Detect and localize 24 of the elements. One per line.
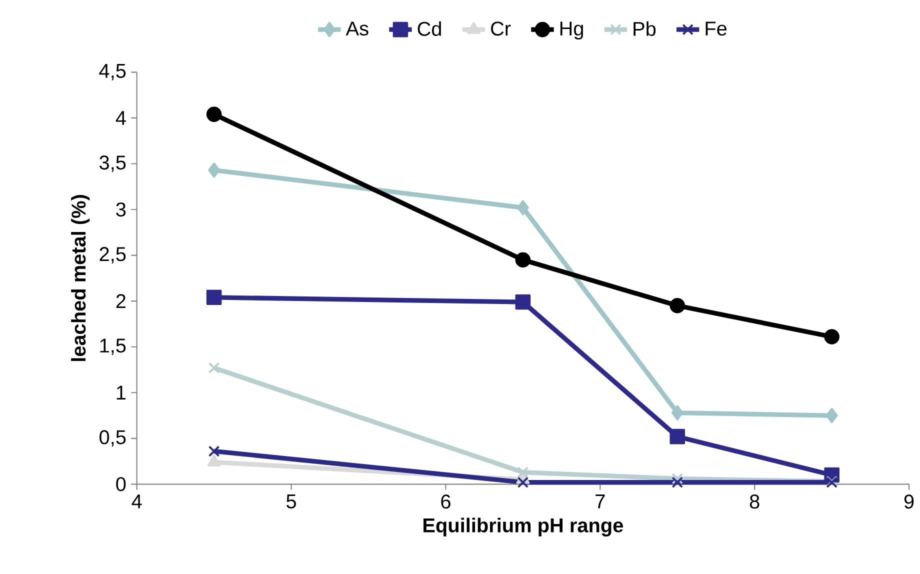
legend-label: Pb xyxy=(634,21,656,36)
legend-label: As xyxy=(346,22,368,36)
y-tick-label: 4 xyxy=(116,111,126,125)
y-tick-label: 0 xyxy=(116,477,126,492)
y-tick-label: 1,5 xyxy=(100,338,126,355)
x-tick-label: 5 xyxy=(286,494,296,508)
y-tick-label: 3 xyxy=(116,202,126,217)
x-axis-title: Equilibrium pH range xyxy=(424,518,623,536)
legend-label: Hg xyxy=(560,22,583,40)
y-tick-label: 4,5 xyxy=(99,64,126,80)
x-tick-label: 7 xyxy=(596,494,605,508)
y-tick-label: 0,5 xyxy=(100,430,126,447)
legend-label: Cd xyxy=(418,21,441,36)
x-tick-label: 6 xyxy=(441,494,450,509)
y-tick-label: 3,5 xyxy=(100,155,126,172)
x-tick-label: 4 xyxy=(132,494,142,508)
y-tick-label: 2,5 xyxy=(100,247,126,264)
x-tick-label: 9 xyxy=(904,494,914,509)
y-tick-label: 1 xyxy=(116,386,126,400)
y-tick-label: 2 xyxy=(116,294,126,308)
x-tick-label: 8 xyxy=(750,494,760,509)
legend-label: Fe xyxy=(706,22,727,36)
legend-label: Cr xyxy=(491,22,511,36)
y-axis-title: leached metal (%) xyxy=(71,194,90,361)
